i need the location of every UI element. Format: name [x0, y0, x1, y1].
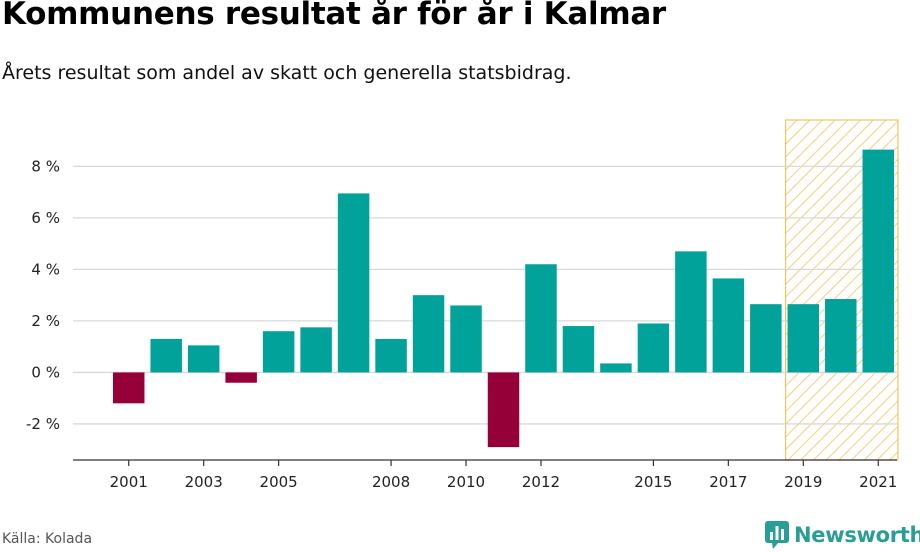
bar-2005	[262, 331, 295, 373]
x-tick-label: 2017	[709, 473, 747, 491]
bar-2011	[487, 372, 520, 448]
x-tick-label: 2008	[372, 473, 410, 491]
bar-2007	[337, 193, 370, 373]
x-tick-label: 2015	[634, 473, 672, 491]
chart-title: Kommunens resultat år för år i Kalmar	[2, 0, 666, 32]
y-tick-label: 4 %	[31, 260, 60, 278]
bar-2001	[112, 372, 145, 404]
x-tick-label: 2021	[859, 473, 897, 491]
y-tick-label: 8 %	[31, 157, 60, 175]
axis-layer: 2001 2003 2005 2008 2010 2012 2015 2017 2019 2021	[73, 459, 897, 491]
newsworthy-logo-text: Newsworthy	[794, 523, 920, 547]
bar-2010	[450, 305, 482, 373]
bar-2012	[525, 264, 557, 373]
x-tick-label: 2019	[784, 473, 822, 491]
y-tick-label: 6 %	[31, 209, 60, 227]
source-note: Källa: Kolada	[2, 531, 93, 547]
bar-2009	[412, 295, 445, 373]
x-tick-label: 2010	[447, 473, 485, 491]
grid-layer: -2 % 0 % 2 % 4 % 6 % 8 %	[26, 157, 897, 433]
bar-2002	[150, 338, 182, 373]
x-tick-label: 2001	[110, 473, 148, 491]
bar-2018	[750, 304, 782, 373]
bar-2003	[187, 345, 220, 373]
bar-2017	[712, 278, 745, 373]
x-tick-label: 2012	[522, 473, 560, 491]
bar-2013	[562, 326, 595, 373]
newsworthy-logo[interactable]: Newsworthy	[764, 520, 920, 550]
bar-2020	[825, 299, 857, 373]
bar-2019	[787, 304, 820, 373]
bar-2014	[600, 363, 632, 373]
bar-2004	[225, 372, 257, 383]
x-tick-label: 2003	[185, 473, 223, 491]
bar-2008	[375, 338, 407, 373]
bar-2021	[862, 149, 895, 373]
x-tick-label: 2005	[260, 473, 298, 491]
chart-subtitle: Årets resultat som andel av skatt och ge…	[2, 62, 572, 84]
y-tick-label: 2 %	[31, 312, 60, 330]
bar-2016	[675, 251, 707, 373]
bar-2015	[637, 323, 670, 373]
y-tick-label: 0 %	[31, 363, 60, 381]
bar-layer	[112, 149, 895, 448]
newsworthy-logo-icon	[765, 521, 789, 549]
y-tick-label: -2 %	[26, 415, 60, 433]
bar-2006	[300, 327, 332, 373]
